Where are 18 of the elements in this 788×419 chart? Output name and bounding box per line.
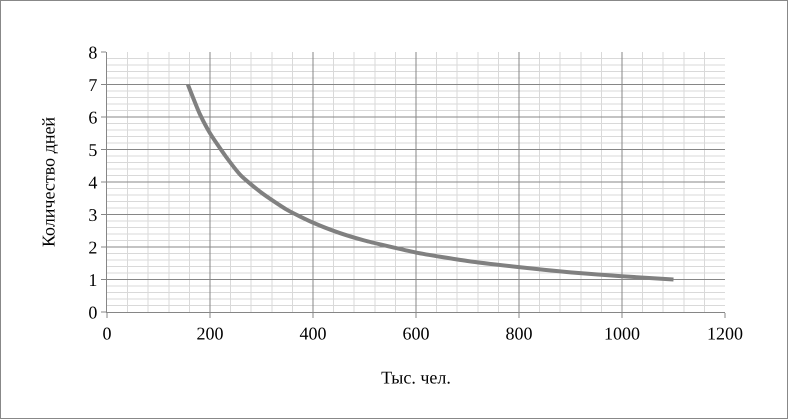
y-tick-label: 1: [88, 270, 98, 290]
x-tick-label: 1200: [707, 324, 743, 344]
x-tick-label: 400: [300, 324, 326, 344]
y-tick-label: 4: [88, 172, 98, 192]
y-tick-label: 6: [88, 107, 98, 128]
y-tick-label: 3: [88, 204, 98, 225]
x-tick-label: 200: [196, 324, 224, 344]
y-tick-label: 5: [88, 140, 98, 160]
y-tick-label: 2: [88, 237, 98, 258]
x-axis-title: Тыс. чел.: [381, 368, 451, 388]
x-tick-label: 800: [506, 324, 532, 344]
x-tick-label: 0: [102, 324, 112, 344]
y-axis-title: Количество дней: [38, 116, 59, 248]
y-tick-label: 8: [88, 42, 98, 62]
x-tick-label: 600: [402, 324, 430, 344]
y-tick-label: 0: [88, 302, 98, 322]
x-tick-label: 1000: [604, 324, 640, 344]
y-tick-label: 7: [88, 74, 98, 95]
